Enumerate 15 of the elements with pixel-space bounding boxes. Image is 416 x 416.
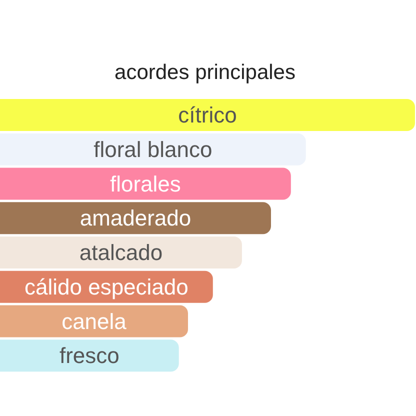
y-tick-label: atalcado xyxy=(79,240,163,265)
bar xyxy=(0,305,188,338)
bar xyxy=(0,99,415,131)
bar xyxy=(0,202,271,234)
y-tick-label: cítrico xyxy=(178,102,237,128)
bar xyxy=(0,236,242,268)
y-tick-label: fresco xyxy=(59,343,120,368)
y-tick-label: canela xyxy=(62,308,128,334)
y-tick-label: florales xyxy=(110,171,181,196)
y-tick-label: floral blanco xyxy=(94,136,212,162)
y-tick-label: cálido especiado xyxy=(24,274,188,300)
chart-title: acordes principales xyxy=(114,60,296,86)
bar xyxy=(0,168,291,200)
bar xyxy=(0,340,179,372)
y-tick-label: amaderado xyxy=(80,206,192,231)
